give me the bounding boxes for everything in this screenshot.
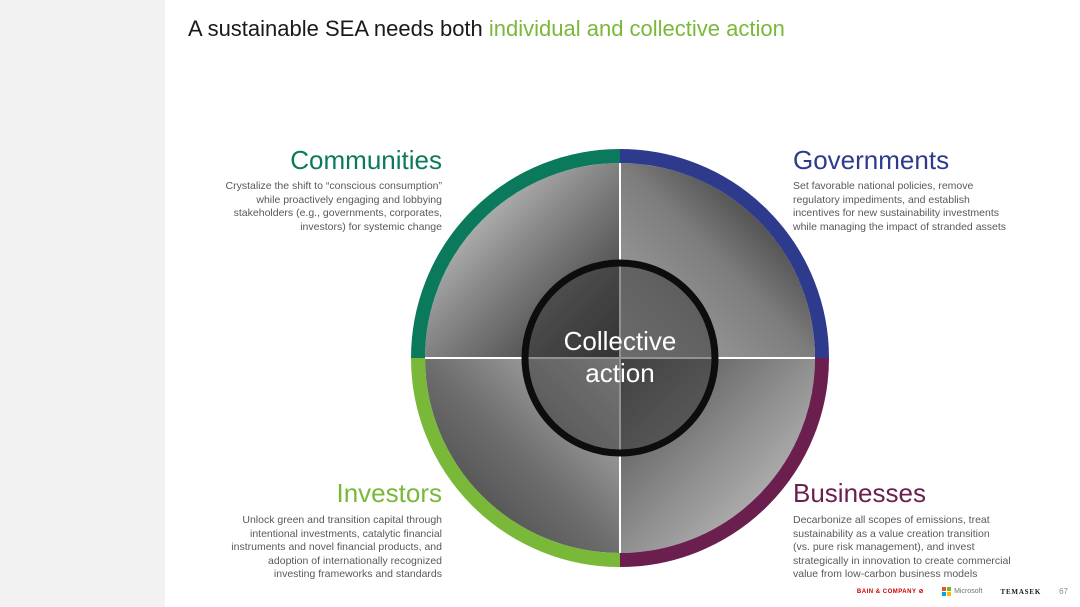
- businesses-line: value from low-carbon business models: [793, 568, 978, 580]
- communities-line: investors) for systemic change: [300, 220, 442, 233]
- microsoft-squares-icon: [942, 587, 952, 596]
- investors-description: Unlock green and transition capital thro…: [202, 514, 442, 582]
- investors-line: intentional investments, catalytic finan…: [249, 527, 442, 540]
- investors-arc: [411, 357, 621, 567]
- communities-arc: [411, 149, 621, 359]
- businesses-description: Decarbonize all scopes of emissions, tre…: [793, 514, 1043, 582]
- investors-heading: Investors: [336, 478, 443, 508]
- bain-emblem-icon: ⊘: [918, 589, 925, 595]
- slide-title: A sustainable SEA needs both individual …: [188, 16, 785, 42]
- footer-logos: BAIN & COMPANY ⊘ Microsoft TEMASEK 67: [857, 587, 1068, 596]
- center-label-line2: action: [585, 358, 654, 388]
- communities-description: Crystalize the shift to “conscious consu…: [192, 180, 442, 234]
- microsoft-logo-text: Microsoft: [954, 588, 983, 595]
- communities-line: while proactively engaging and lobbying: [256, 193, 442, 206]
- businesses-line: (vs. pure risk management), and invest: [793, 541, 975, 553]
- stakeholder-wheel: Collective action: [411, 149, 829, 567]
- bain-logo: BAIN & COMPANY ⊘: [857, 588, 924, 595]
- governments-arc: [619, 149, 829, 359]
- title-main: A sustainable SEA needs both: [188, 16, 489, 41]
- businesses-heading: Businesses: [793, 478, 926, 508]
- investors-line: instruments and novel financial products…: [231, 541, 442, 553]
- center-circle: [521, 259, 719, 457]
- microsoft-logo: Microsoft: [942, 587, 982, 596]
- businesses-line: sustainability as a value creation trans…: [793, 527, 990, 540]
- investors-line: adoption of internationally recognized: [268, 554, 442, 567]
- governments-line: regulatory impediments, and establish: [793, 193, 970, 206]
- investors-line: investing frameworks and standards: [273, 568, 442, 580]
- businesses-line: strategically in innovation to create co…: [793, 554, 1011, 567]
- governments-line: Set favorable national policies, remove: [793, 180, 974, 192]
- communities-line: Crystalize the shift to “conscious consu…: [225, 180, 442, 192]
- left-sidebar: [0, 0, 165, 607]
- communities-line: stakeholders (e.g., governments, corpora…: [233, 207, 442, 219]
- businesses-arc: [619, 357, 829, 567]
- communities-heading: Communities: [290, 145, 442, 175]
- investors-line: Unlock green and transition capital thro…: [242, 514, 442, 526]
- businesses-line: Decarbonize all scopes of emissions, tre…: [793, 514, 990, 526]
- governments-line: incentives for new sustainability invest…: [793, 207, 1000, 219]
- title-accent: individual and collective action: [488, 16, 785, 41]
- governments-line: while managing the impact of stranded as…: [793, 220, 1007, 233]
- governments-heading: Governments: [793, 145, 950, 175]
- center-label-line1: Collective: [564, 326, 677, 356]
- governments-description: Set favorable national policies, remove …: [793, 180, 1043, 234]
- page-number: 67: [1059, 587, 1068, 596]
- bain-logo-text: BAIN & COMPANY: [856, 589, 917, 595]
- temasek-logo: TEMASEK: [1000, 587, 1042, 596]
